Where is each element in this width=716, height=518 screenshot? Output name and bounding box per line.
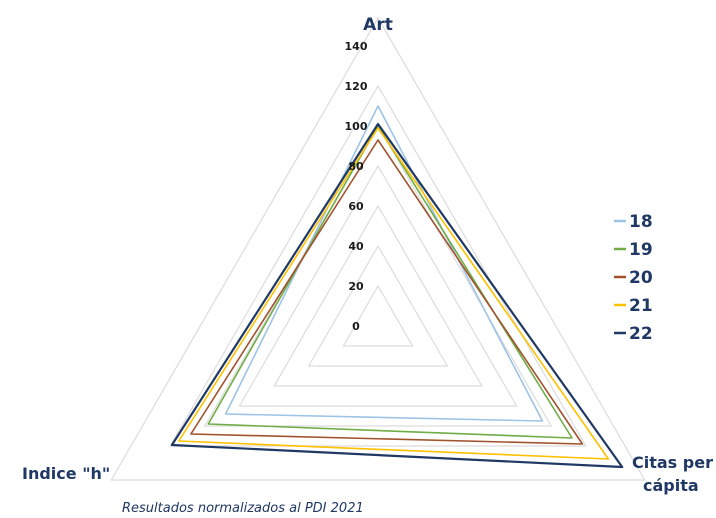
series-18-polygon xyxy=(224,105,544,422)
legend-label-22: 22 xyxy=(629,324,653,344)
axis-label-citas-line2: cápita xyxy=(643,476,699,495)
grid-ring-140 xyxy=(110,16,646,481)
grid-ring-60 xyxy=(273,204,483,387)
grid-ring-120 xyxy=(169,84,587,447)
tick-label-100: 100 xyxy=(345,120,368,133)
legend-label-20: 20 xyxy=(629,268,653,288)
series-19-polygon xyxy=(207,125,573,439)
axis-label-art: Art xyxy=(363,15,393,35)
grid-ring-100 xyxy=(203,124,553,427)
tick-label-20: 20 xyxy=(348,280,364,293)
chart-legend: 18 19 20 21 22 xyxy=(614,212,653,344)
tick-label-80: 80 xyxy=(348,160,364,173)
tick-label-0: 0 xyxy=(352,320,360,333)
grid-ring-20 xyxy=(342,284,414,347)
radar-grid xyxy=(110,16,646,481)
tick-label-60: 60 xyxy=(348,200,364,213)
legend-label-18: 18 xyxy=(629,212,653,232)
series-20-polygon xyxy=(190,139,584,445)
chart-footnote: Resultados normalizados al PDI 2021 xyxy=(122,501,364,516)
legend-label-21: 21 xyxy=(629,296,653,316)
series-22-polygon xyxy=(170,122,624,469)
series-21-polygon xyxy=(178,127,610,460)
radial-tick-labels: 0 20 40 60 80 100 120 140 xyxy=(345,40,368,333)
tick-label-140: 140 xyxy=(345,40,368,53)
axis-label-indice-h: Indice "h" xyxy=(22,464,110,483)
tick-label-120: 120 xyxy=(345,80,368,93)
radar-series-group xyxy=(170,105,624,469)
tick-label-40: 40 xyxy=(348,240,364,253)
legend-label-19: 19 xyxy=(629,240,653,260)
grid-ring-80 xyxy=(238,164,518,407)
axis-label-citas-line1: Citas per xyxy=(632,453,713,472)
grid-ring-40 xyxy=(307,244,449,367)
